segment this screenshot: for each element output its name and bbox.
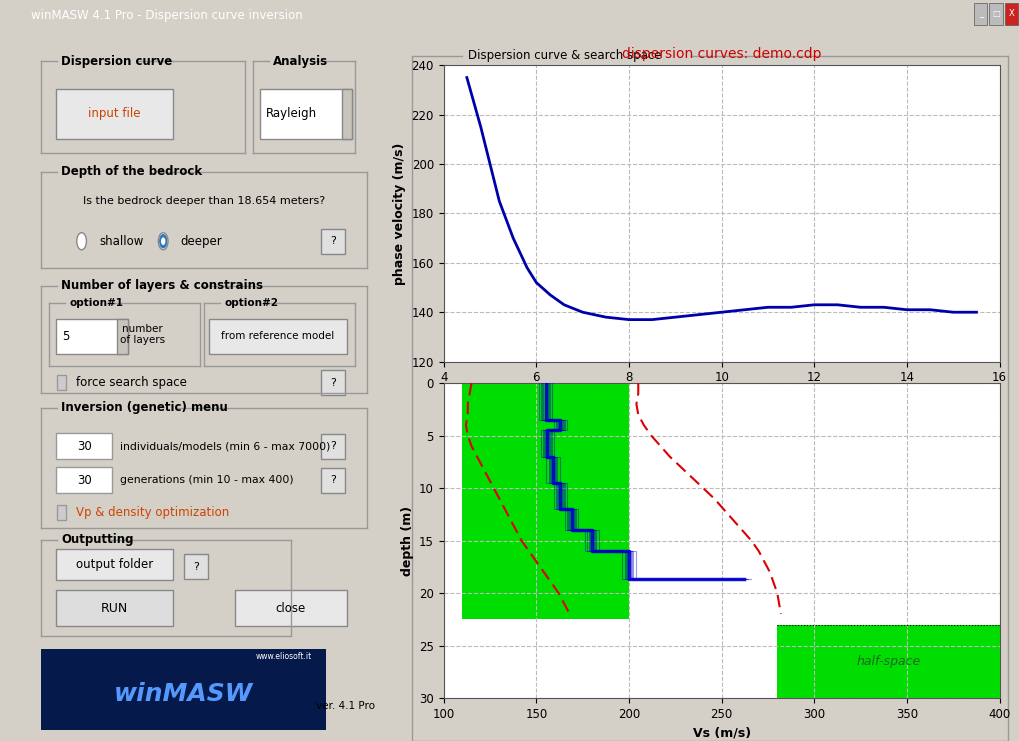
Bar [56, 319, 127, 353]
Bar [341, 89, 352, 139]
Polygon shape [119, 331, 125, 342]
Text: 30: 30 [76, 473, 92, 487]
Bar [41, 648, 326, 731]
Text: input file: input file [89, 107, 141, 120]
Bar [57, 375, 65, 391]
Bar [321, 229, 345, 253]
Bar [117, 319, 127, 353]
Text: Analysis: Analysis [273, 55, 328, 67]
FancyBboxPatch shape [973, 3, 986, 24]
Bar [462, 383, 629, 619]
Circle shape [158, 233, 168, 250]
Text: Is the bedrock deeper than 18.654 meters?: Is the bedrock deeper than 18.654 meters… [83, 196, 325, 206]
Text: winMASW 4.1 Pro - Dispersion curve inversion: winMASW 4.1 Pro - Dispersion curve inver… [31, 9, 302, 21]
Y-axis label: phase velocity (m/s): phase velocity (m/s) [392, 142, 406, 285]
Text: ?: ? [330, 236, 336, 246]
Text: 5: 5 [62, 330, 69, 342]
Text: ?: ? [330, 378, 336, 388]
Text: option#1: option#1 [69, 298, 123, 308]
Text: Depth of the bedrock: Depth of the bedrock [61, 165, 202, 179]
Text: Dispersion curve: Dispersion curve [61, 55, 172, 67]
Text: close: close [275, 602, 306, 614]
Text: 30: 30 [76, 440, 92, 453]
Text: number
of layers: number of layers [120, 324, 165, 345]
Text: www.eliosoft.it: www.eliosoft.it [255, 652, 312, 661]
Bar [321, 370, 345, 395]
Text: individuals/models (min 6 - max 7000): individuals/models (min 6 - max 7000) [120, 442, 330, 451]
Bar [183, 554, 208, 579]
X-axis label: Vs (m/s): Vs (m/s) [692, 726, 750, 740]
Text: generations (min 10 - max 400): generations (min 10 - max 400) [120, 475, 293, 485]
Bar [56, 89, 173, 139]
X-axis label: frequency (Hz): frequency (Hz) [668, 390, 773, 403]
Text: half-space: half-space [856, 655, 919, 668]
Bar [56, 467, 112, 493]
Text: winMASW: winMASW [114, 682, 253, 705]
Text: ?: ? [330, 442, 336, 451]
Text: force search space: force search space [76, 376, 187, 389]
Text: Outputting: Outputting [61, 534, 133, 546]
Text: ?: ? [193, 562, 199, 572]
Title: dispersion curves: demo.cdp: dispersion curves: demo.cdp [622, 47, 820, 62]
Bar [321, 468, 345, 493]
Text: Inversion (genetic) menu: Inversion (genetic) menu [61, 402, 227, 414]
Text: _: _ [977, 9, 982, 19]
Polygon shape [343, 106, 350, 122]
Circle shape [76, 233, 87, 250]
Bar [260, 89, 352, 139]
Text: ?: ? [330, 475, 336, 485]
FancyBboxPatch shape [1004, 3, 1017, 24]
Text: output folder: output folder [76, 558, 153, 571]
Text: deeper: deeper [180, 235, 222, 247]
Text: shallow: shallow [99, 235, 144, 247]
Bar [56, 433, 112, 459]
FancyBboxPatch shape [988, 3, 1002, 24]
Text: ver. 4.1 Pro: ver. 4.1 Pro [316, 701, 375, 711]
Bar [57, 505, 65, 520]
Text: Number of layers & constrains: Number of layers & constrains [61, 279, 263, 292]
Y-axis label: depth (m): depth (m) [400, 505, 413, 576]
Text: □: □ [991, 9, 999, 19]
Circle shape [159, 234, 167, 248]
Text: RUN: RUN [101, 602, 128, 614]
Text: Vp & density optimization: Vp & density optimization [76, 506, 229, 519]
Bar [56, 549, 173, 580]
Text: from reference model: from reference model [221, 331, 334, 341]
Text: Dispersion curve & search space: Dispersion curve & search space [468, 50, 661, 62]
Circle shape [161, 237, 165, 245]
Bar [56, 590, 173, 626]
Text: Rayleigh: Rayleigh [266, 107, 317, 120]
Bar [776, 625, 999, 698]
Bar [209, 319, 346, 353]
Text: option#2: option#2 [224, 298, 278, 308]
Bar [234, 590, 346, 626]
Bar [321, 433, 345, 459]
Text: X: X [1008, 9, 1013, 19]
